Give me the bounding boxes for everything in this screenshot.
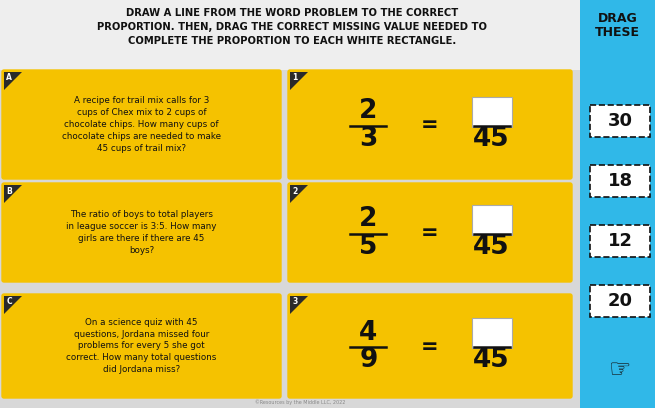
Text: ☞: ☞ xyxy=(608,358,631,382)
FancyBboxPatch shape xyxy=(590,285,650,317)
Polygon shape xyxy=(4,185,22,203)
FancyBboxPatch shape xyxy=(0,0,580,70)
Text: THESE: THESE xyxy=(595,26,640,39)
Text: B: B xyxy=(6,186,12,195)
Text: 5: 5 xyxy=(359,233,377,259)
Text: =: = xyxy=(421,337,439,357)
Text: 20: 20 xyxy=(607,292,633,310)
Text: 12: 12 xyxy=(607,232,633,250)
Text: PROPORTION. THEN, DRAG THE CORRECT MISSING VALUE NEEDED TO: PROPORTION. THEN, DRAG THE CORRECT MISSI… xyxy=(97,22,487,32)
Polygon shape xyxy=(4,72,22,90)
FancyBboxPatch shape xyxy=(288,294,572,398)
Text: 2: 2 xyxy=(359,98,377,124)
Text: 18: 18 xyxy=(607,172,633,190)
Text: 45: 45 xyxy=(474,347,510,373)
FancyBboxPatch shape xyxy=(472,97,512,126)
Text: C: C xyxy=(6,297,12,306)
FancyBboxPatch shape xyxy=(2,70,281,179)
Polygon shape xyxy=(290,185,308,203)
Polygon shape xyxy=(290,72,308,90)
FancyBboxPatch shape xyxy=(2,294,281,398)
Text: 9: 9 xyxy=(359,347,377,373)
Text: DRAG: DRAG xyxy=(597,12,637,25)
FancyBboxPatch shape xyxy=(590,225,650,257)
FancyBboxPatch shape xyxy=(2,183,281,282)
Text: 45: 45 xyxy=(474,126,510,151)
Text: 2: 2 xyxy=(359,206,377,233)
Text: 2: 2 xyxy=(292,186,297,195)
Text: 30: 30 xyxy=(607,112,633,130)
Text: 1: 1 xyxy=(292,73,297,82)
Text: DRAW A LINE FROM THE WORD PROBLEM TO THE CORRECT: DRAW A LINE FROM THE WORD PROBLEM TO THE… xyxy=(126,8,458,18)
Text: =: = xyxy=(421,224,439,244)
Text: 45: 45 xyxy=(474,233,510,259)
FancyBboxPatch shape xyxy=(472,318,512,348)
FancyBboxPatch shape xyxy=(580,0,655,408)
Text: 3: 3 xyxy=(359,126,377,151)
Text: 4: 4 xyxy=(360,320,377,346)
Text: 3: 3 xyxy=(292,297,297,306)
FancyBboxPatch shape xyxy=(472,204,512,235)
FancyBboxPatch shape xyxy=(288,70,572,179)
Text: The ratio of boys to total players
in league soccer is 3:5. How many
girls are t: The ratio of boys to total players in le… xyxy=(66,210,217,255)
Polygon shape xyxy=(290,296,308,314)
Polygon shape xyxy=(4,296,22,314)
FancyBboxPatch shape xyxy=(590,165,650,197)
Text: ©Resources by the Middle LLC, 2022: ©Resources by the Middle LLC, 2022 xyxy=(255,399,345,405)
Text: =: = xyxy=(421,115,439,135)
FancyBboxPatch shape xyxy=(288,183,572,282)
FancyBboxPatch shape xyxy=(590,105,650,137)
Text: COMPLETE THE PROPORTION TO EACH WHITE RECTANGLE.: COMPLETE THE PROPORTION TO EACH WHITE RE… xyxy=(128,36,456,46)
Text: On a science quiz with 45
questions, Jordana missed four
problems for every 5 sh: On a science quiz with 45 questions, Jor… xyxy=(66,318,217,374)
Text: A: A xyxy=(6,73,12,82)
Text: A recipe for trail mix calls for 3
cups of Chex mix to 2 cups of
chocolate chips: A recipe for trail mix calls for 3 cups … xyxy=(62,96,221,153)
